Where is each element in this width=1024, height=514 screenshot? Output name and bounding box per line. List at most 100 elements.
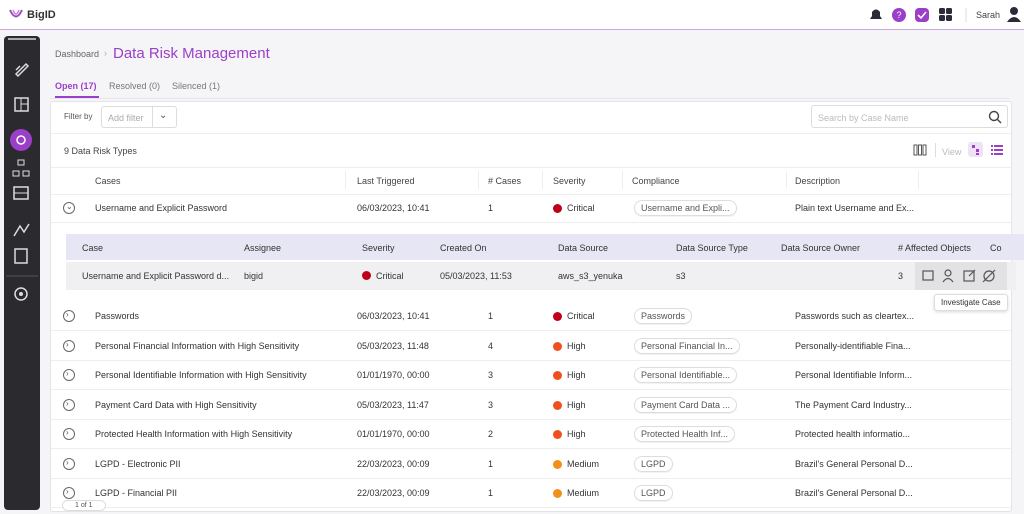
- filter-label: Filter by: [64, 112, 93, 121]
- severity: High: [567, 370, 586, 380]
- compliance-tag[interactable]: Passwords: [634, 308, 693, 324]
- case[interactable]: Personal Financial Information with High…: [95, 341, 300, 351]
- tab[interactable]: Silenced (1): [172, 81, 221, 91]
- compliance-tag[interactable]: Protected Health Inf...: [634, 426, 736, 442]
- list-view-button[interactable]: [990, 143, 1004, 157]
- cases: 1: [488, 203, 494, 213]
- data-source: aws_s3_yenuka: [558, 271, 623, 281]
- action-icons[interactable]: [915, 262, 1007, 290]
- expand-toggle[interactable]: [63, 369, 75, 381]
- expand-toggle[interactable]: [63, 399, 75, 411]
- compliance-tag[interactable]: Personal Financial In...: [634, 338, 740, 354]
- top-bar: BigID ? Sarah: [0, 0, 1024, 30]
- tab-indicator: [55, 96, 99, 98]
- compliance-tag[interactable]: LGPD: [634, 456, 673, 472]
- description: Plain text Username and Ex...: [795, 203, 915, 213]
- hierarchy-view-button[interactable]: [968, 142, 983, 157]
- row-actions: [915, 262, 1007, 290]
- assignee: bigid: [244, 271, 264, 281]
- expanded-row: [66, 262, 1016, 290]
- breadcrumb[interactable]: Dashboard: [55, 49, 100, 59]
- cases-card: Filter by Add filter ⌄ Search by Case Na…: [50, 101, 1012, 512]
- tabs-underline: [50, 98, 1010, 99]
- case[interactable]: LGPD - Financial PII: [95, 488, 178, 498]
- cases: 2: [488, 429, 494, 439]
- compliance-tag[interactable]: Personal Identifiable...: [634, 367, 738, 383]
- expand-toggle[interactable]: [63, 340, 75, 352]
- sub-column-header[interactable]: Case: [82, 243, 104, 253]
- column-header[interactable]: # Cases: [488, 176, 522, 186]
- column-divider: [478, 171, 479, 189]
- sub-column-header[interactable]: # Affected Objects: [898, 243, 971, 253]
- sub-column-header[interactable]: Co: [990, 243, 1002, 253]
- created-on: 05/03/2023, 11:53: [440, 271, 512, 281]
- sub-column-header[interactable]: Data Source Type: [676, 243, 748, 253]
- column-header[interactable]: Description: [795, 176, 841, 186]
- sub-column-header[interactable]: Severity: [362, 243, 395, 253]
- expand-toggle[interactable]: [63, 458, 75, 470]
- severity-dot: [553, 401, 562, 410]
- columns-button[interactable]: [913, 143, 927, 157]
- tab[interactable]: Resolved (0): [109, 81, 161, 91]
- column-divider: [542, 171, 543, 189]
- column-divider: [786, 171, 787, 189]
- filter-input[interactable]: Add filter ⌄: [101, 106, 177, 128]
- row-divider: [51, 360, 1011, 361]
- search-box[interactable]: Search by Case Name: [811, 105, 1008, 128]
- view-label: View: [942, 147, 962, 157]
- expand-toggle[interactable]: [63, 202, 75, 214]
- row-count: 9 Data Risk Types: [64, 146, 137, 156]
- svg-text:?: ?: [896, 10, 901, 20]
- tab[interactable]: Open (17): [55, 81, 97, 91]
- cases: 3: [488, 370, 494, 380]
- case[interactable]: LGPD - Electronic PII: [95, 459, 181, 469]
- expand-toggle[interactable]: [63, 428, 75, 440]
- severity: High: [567, 341, 586, 351]
- severity-dot: [553, 312, 562, 321]
- column-divider: [918, 171, 919, 189]
- logo: [9, 9, 23, 18]
- compliance-tag[interactable]: Username and Expli...: [634, 200, 737, 216]
- last-triggered: 22/03/2023, 00:09: [357, 459, 430, 469]
- severity: Medium: [567, 488, 600, 498]
- column-header[interactable]: Severity: [553, 176, 586, 186]
- affected-objects: 3: [898, 271, 904, 281]
- pagination[interactable]: 1 of 1: [62, 500, 106, 511]
- description: Passwords such as cleartex...: [795, 311, 915, 321]
- sub-column-header[interactable]: Data Source: [558, 243, 609, 253]
- case[interactable]: Payment Card Data with High Sensitivity: [95, 400, 257, 410]
- sidebar-icons[interactable]: [4, 36, 40, 510]
- last-triggered: 05/03/2023, 11:47: [357, 400, 429, 410]
- header-icons[interactable]: ?: [866, 6, 1024, 24]
- expand-toggle[interactable]: [63, 310, 75, 322]
- column-header[interactable]: Cases: [95, 176, 121, 186]
- compliance-tag[interactable]: Payment Card Data ...: [634, 397, 738, 413]
- cases: 3: [488, 400, 494, 410]
- sub-column-header[interactable]: Created On: [440, 243, 487, 253]
- description: Brazil's General Personal D...: [795, 488, 913, 498]
- last-triggered: 01/01/1970, 00:00: [357, 370, 430, 380]
- case[interactable]: Protected Health Information with High S…: [95, 429, 293, 439]
- severity-dot: [553, 460, 562, 469]
- column-header[interactable]: Compliance: [632, 176, 680, 186]
- table-header: [51, 167, 1011, 195]
- case[interactable]: Passwords: [95, 311, 140, 321]
- sub-column-header[interactable]: Data Source Owner: [781, 243, 861, 253]
- divider: [152, 107, 153, 127]
- case[interactable]: Username and Explicit Password d...: [82, 271, 230, 281]
- case[interactable]: Personal Identifiable Information with H…: [95, 370, 307, 380]
- row-divider: [51, 419, 1011, 420]
- last-triggered: 06/03/2023, 10:41: [357, 311, 430, 321]
- user-name[interactable]: Sarah: [976, 10, 1001, 20]
- case[interactable]: Username and Explicit Password: [95, 203, 228, 213]
- expand-toggle[interactable]: [63, 487, 75, 499]
- page-title: Data Risk Management: [113, 45, 270, 62]
- row-divider: [51, 389, 1011, 390]
- expand-arrow: ›: [66, 487, 69, 496]
- compliance-tag[interactable]: LGPD: [634, 485, 673, 501]
- column-header[interactable]: Last Triggered: [357, 176, 415, 186]
- row-divider: [51, 478, 1011, 479]
- sub-column-header[interactable]: Assignee: [244, 243, 282, 253]
- row-divider: [51, 507, 1011, 508]
